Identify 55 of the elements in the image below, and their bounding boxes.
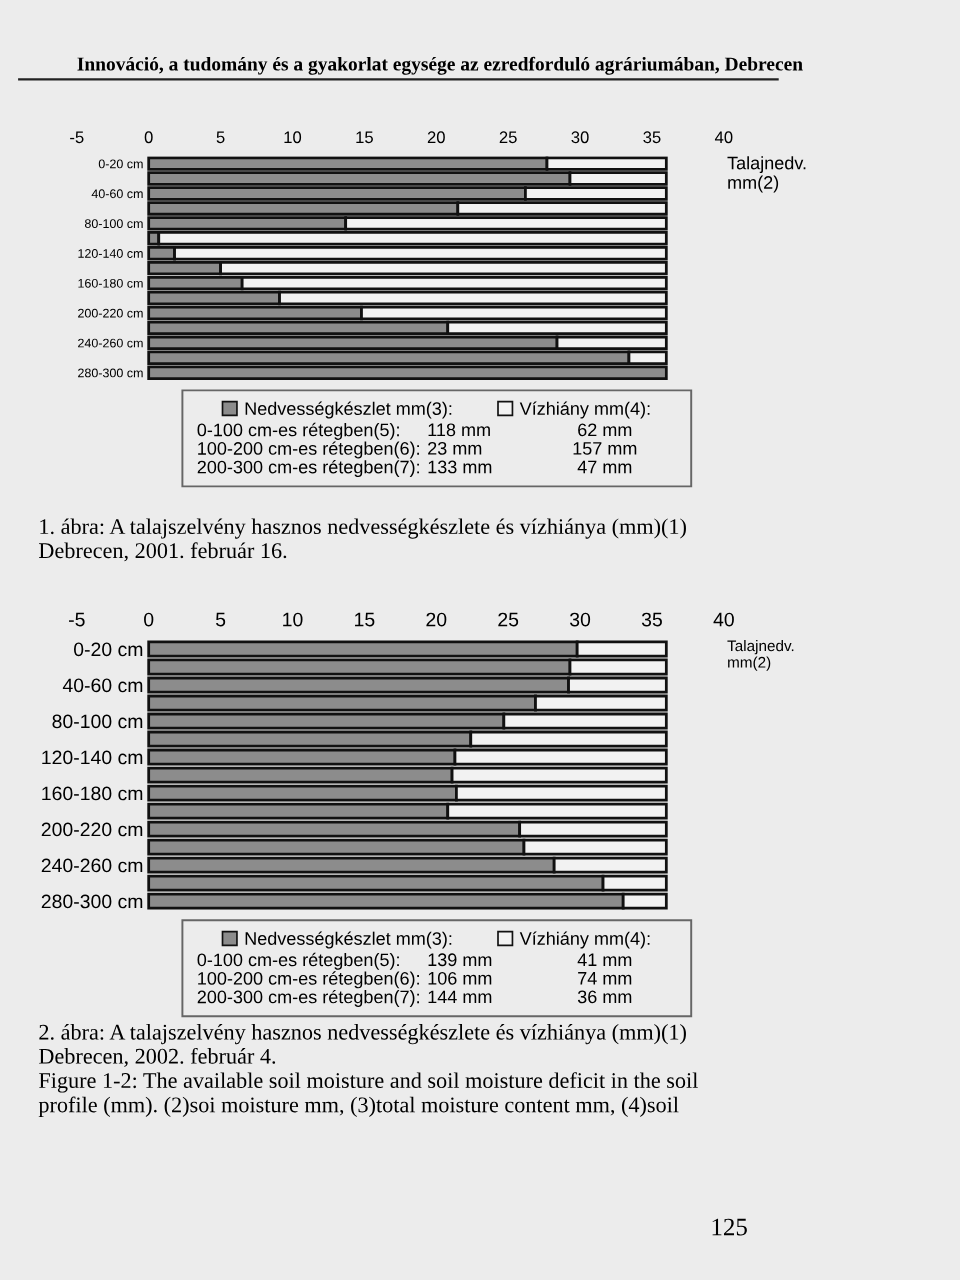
text: 74 mm: [578, 972, 632, 985]
text: 200-300 cm-es rétegben(7):: [197, 459, 419, 477]
text: 100-200 cm-es rétegben(6):: [198, 441, 419, 459]
x-tick-label: -5: [69, 612, 85, 627]
text: 125: [712, 1218, 747, 1236]
legend-label: Nedvességkészlet mm(3):: [245, 931, 452, 949]
y-tick-label: 200-220 cm: [41, 822, 143, 837]
x-tick-label: 20: [426, 612, 447, 627]
x-axis-title: Talajnedv. mm(2): [727, 156, 806, 193]
x-tick-label: 10: [283, 612, 303, 627]
text: 41 mm: [577, 953, 632, 966]
x-tick-label: 0: [144, 131, 153, 144]
text: 1. ábra: A talajszelvény hasznos nedvességkészlete és vízhiánya (mm)(1) Debrecen, 2001. február 16.: [39, 518, 686, 562]
chart-title: Innováció, a tudomány és a gyakorlat egysége az ezredforduló agráriumában, Debrecen: [77, 56, 803, 75]
y-tick-label: 280-300 cm: [41, 894, 143, 909]
y-tick-label: 40-60 cm: [62, 678, 143, 693]
legend-label: Nedvességkészlet mm(3):: [245, 401, 452, 419]
x-tick-label: 35: [643, 131, 661, 144]
legend-label: Vízhiány mm(4):: [519, 931, 650, 949]
x-tick-label: 40: [713, 612, 734, 627]
x-tick-label: 10: [284, 131, 302, 144]
x-tick-label: 25: [499, 131, 517, 144]
x-tick-label: 15: [355, 612, 375, 627]
y-tick-label: 240-260 cm: [41, 858, 143, 873]
text: 23 mm: [428, 441, 482, 455]
text: 200-300 cm-es rétegben(7):: [197, 989, 419, 1007]
x-tick-label: -5: [70, 131, 84, 144]
text: 144 mm: [428, 990, 492, 1004]
text: 0-100 cm-es rétegben(5):: [197, 422, 399, 440]
x-tick-label: 20: [427, 131, 445, 144]
text: 36 mm: [577, 990, 632, 1004]
y-tick-label: 160-180 cm: [42, 786, 143, 801]
y-tick-label: 0-20 cm: [73, 642, 143, 657]
x-tick-label: 0: [144, 612, 154, 627]
text: 139 mm: [428, 953, 492, 967]
x-tick-label: 15: [356, 131, 373, 144]
x-tick-label: 25: [498, 612, 519, 627]
x-tick-label: 35: [641, 612, 662, 627]
x-tick-label: 5: [215, 612, 226, 627]
x-tick-label: 40: [714, 131, 733, 144]
text: 133 mm: [428, 460, 492, 474]
text: 100-200 cm-es rétegben(6):: [198, 971, 419, 989]
y-tick-label: 80-100 cm: [52, 714, 143, 729]
x-tick-label: 30: [571, 131, 589, 144]
x-tick-label: 5: [216, 131, 225, 144]
text: 118 mm: [428, 423, 490, 437]
text: 157 mm: [573, 442, 637, 455]
x-tick-label: 30: [569, 612, 591, 627]
text: 47 mm: [577, 460, 632, 474]
text: 0-100 cm-es rétegben(5):: [197, 952, 399, 970]
y-tick-label: 120-140 cm: [42, 750, 143, 765]
text: 62 mm: [578, 423, 632, 437]
legend-label: Vízhiány mm(4):: [519, 401, 650, 419]
text: 106 mm: [428, 971, 492, 985]
text: 2. ábra: A talajszelvény hasznos nedvességkészlete és vízhiánya (mm)(1) Debrecen, 2002. február 4. Figure 1-2: The available soil moisture and soil moisture deficit in the soil profile (mm). (2)soi moisture mm, (3)total moisture content mm, (4)soil: [38, 1024, 698, 1117]
